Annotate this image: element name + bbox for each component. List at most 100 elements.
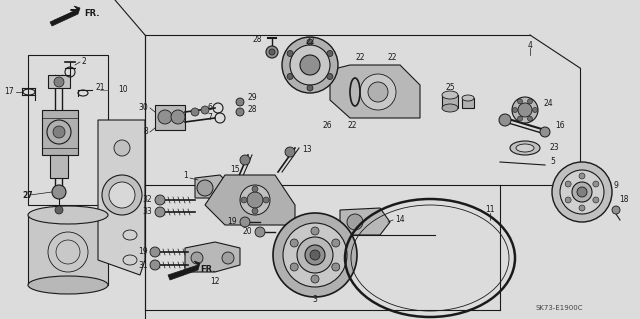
Text: 11: 11 [485, 205, 495, 214]
Circle shape [290, 239, 298, 247]
Text: 2: 2 [82, 57, 87, 66]
Circle shape [263, 197, 269, 203]
Text: 5: 5 [550, 158, 555, 167]
Text: SK73-E1900C: SK73-E1900C [535, 305, 582, 311]
Circle shape [191, 108, 199, 116]
Circle shape [266, 46, 278, 58]
Polygon shape [50, 6, 80, 26]
Circle shape [283, 223, 347, 287]
Circle shape [52, 185, 66, 199]
Circle shape [155, 207, 165, 217]
Text: 3: 3 [312, 295, 317, 305]
Ellipse shape [510, 141, 540, 155]
Circle shape [518, 103, 532, 117]
Text: 12: 12 [211, 278, 220, 286]
Circle shape [171, 110, 185, 124]
Text: 31: 31 [138, 261, 148, 270]
Circle shape [565, 197, 571, 203]
Ellipse shape [442, 91, 458, 99]
Text: 30: 30 [138, 103, 148, 113]
Polygon shape [330, 65, 420, 118]
Circle shape [252, 186, 258, 192]
Circle shape [327, 73, 333, 79]
Text: 18: 18 [619, 196, 628, 204]
Ellipse shape [28, 276, 108, 294]
Text: 1: 1 [183, 170, 188, 180]
Circle shape [579, 173, 585, 179]
Text: 9: 9 [614, 181, 619, 189]
Text: 13: 13 [302, 145, 312, 154]
Polygon shape [48, 75, 70, 88]
Polygon shape [155, 105, 185, 130]
Polygon shape [185, 242, 240, 272]
Circle shape [150, 260, 160, 270]
Circle shape [560, 170, 604, 214]
Ellipse shape [462, 95, 474, 101]
Text: 10: 10 [118, 85, 127, 94]
Circle shape [540, 127, 550, 137]
Circle shape [247, 192, 263, 208]
Circle shape [311, 227, 319, 235]
Circle shape [201, 106, 209, 114]
Text: FR.: FR. [200, 265, 216, 275]
Circle shape [518, 99, 522, 104]
Text: 28: 28 [253, 35, 262, 44]
Circle shape [255, 227, 265, 237]
Text: 24: 24 [543, 99, 552, 108]
Polygon shape [340, 208, 390, 235]
Circle shape [518, 116, 522, 121]
Circle shape [269, 49, 275, 55]
Circle shape [305, 245, 325, 265]
Text: 28: 28 [248, 106, 257, 115]
Text: 8: 8 [143, 128, 148, 137]
Circle shape [307, 39, 313, 45]
Circle shape [552, 162, 612, 222]
Text: 21: 21 [96, 84, 106, 93]
Circle shape [307, 85, 313, 91]
Circle shape [150, 247, 160, 257]
Polygon shape [462, 98, 474, 108]
Circle shape [236, 98, 244, 106]
Circle shape [311, 275, 319, 283]
Circle shape [593, 181, 599, 187]
Ellipse shape [516, 144, 534, 152]
Text: 6: 6 [207, 103, 212, 113]
Polygon shape [28, 215, 108, 285]
Circle shape [282, 37, 338, 93]
Circle shape [109, 182, 135, 208]
Circle shape [579, 205, 585, 211]
Polygon shape [50, 155, 68, 178]
Circle shape [287, 50, 293, 56]
Polygon shape [168, 261, 200, 280]
Text: 22: 22 [387, 54, 397, 63]
Circle shape [53, 126, 65, 138]
Text: 22: 22 [355, 54, 365, 63]
Circle shape [527, 116, 532, 121]
Text: 15: 15 [230, 166, 240, 174]
Circle shape [158, 110, 172, 124]
Circle shape [240, 217, 250, 227]
Text: 22: 22 [305, 38, 315, 47]
Circle shape [241, 197, 247, 203]
Circle shape [532, 108, 538, 113]
Circle shape [54, 77, 64, 87]
Text: 27: 27 [22, 190, 33, 199]
Circle shape [347, 214, 363, 230]
Polygon shape [205, 175, 295, 225]
Circle shape [290, 263, 298, 271]
Text: 19: 19 [138, 248, 148, 256]
Circle shape [240, 155, 250, 165]
Text: 26: 26 [323, 121, 332, 130]
Circle shape [565, 181, 571, 187]
Circle shape [222, 252, 234, 264]
Circle shape [197, 180, 213, 196]
Text: 7: 7 [207, 114, 212, 122]
Circle shape [512, 97, 538, 123]
Circle shape [593, 197, 599, 203]
Circle shape [287, 73, 293, 79]
Circle shape [499, 114, 511, 126]
Circle shape [273, 213, 357, 297]
Ellipse shape [442, 104, 458, 112]
Circle shape [300, 55, 320, 75]
Text: 16: 16 [555, 121, 564, 130]
